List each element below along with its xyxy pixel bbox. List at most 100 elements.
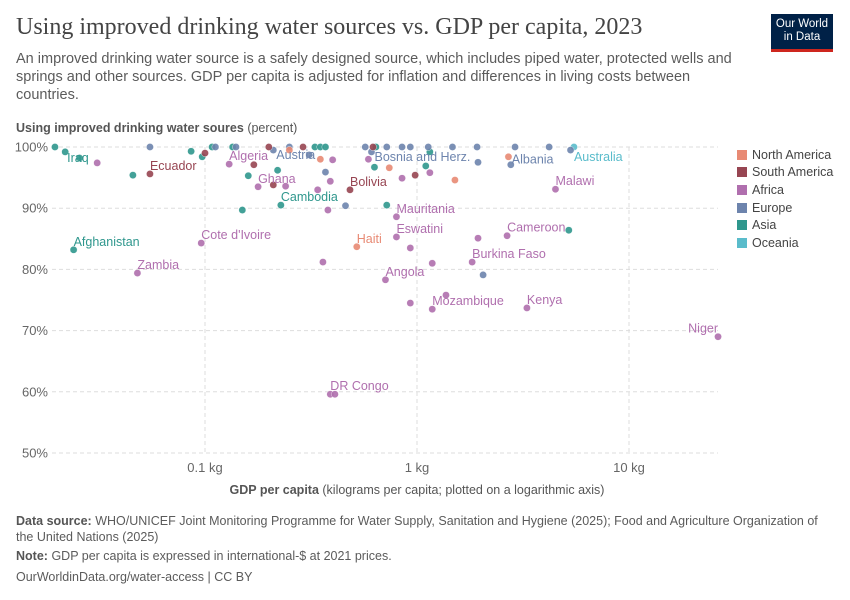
data-point[interactable] xyxy=(406,143,415,151)
data-point[interactable] xyxy=(324,206,332,214)
data-point[interactable] xyxy=(428,305,437,313)
point-label: Austria xyxy=(276,148,315,162)
data-point[interactable] xyxy=(285,146,294,154)
point-label: Bolivia xyxy=(350,175,387,189)
data-point[interactable] xyxy=(69,246,78,254)
x-axis-label-bold: GDP per capita xyxy=(230,483,320,497)
data-point[interactable] xyxy=(474,234,482,242)
data-point[interactable] xyxy=(428,259,437,268)
data-point[interactable] xyxy=(238,206,247,214)
legend-item[interactable]: Asia xyxy=(737,216,833,234)
legend-item[interactable]: Oceania xyxy=(737,234,833,252)
legend-item[interactable]: Europe xyxy=(737,199,833,217)
legend-item[interactable]: South America xyxy=(737,164,833,182)
data-point[interactable] xyxy=(225,160,233,168)
data-point[interactable] xyxy=(273,166,282,175)
data-point[interactable] xyxy=(265,143,273,151)
data-point[interactable] xyxy=(93,159,101,167)
owid-logo[interactable]: Our World in Data xyxy=(771,14,833,52)
data-point[interactable] xyxy=(269,181,278,189)
data-point[interactable] xyxy=(361,143,370,151)
data-point[interactable] xyxy=(421,162,430,170)
data-point[interactable] xyxy=(474,158,482,167)
data-point[interactable] xyxy=(197,239,206,247)
data-point[interactable] xyxy=(346,186,354,194)
data-point[interactable] xyxy=(503,231,511,240)
data-point[interactable] xyxy=(321,168,330,176)
data-point[interactable] xyxy=(411,171,419,179)
legend-swatch xyxy=(737,202,747,213)
data-point[interactable] xyxy=(468,258,476,266)
data-point[interactable] xyxy=(448,143,457,151)
data-point[interactable] xyxy=(564,226,573,235)
data-point[interactable] xyxy=(385,164,394,172)
data-point[interactable] xyxy=(313,186,322,194)
data-point[interactable] xyxy=(369,143,377,151)
legend-label: Africa xyxy=(752,182,784,197)
data-point[interactable] xyxy=(146,170,154,178)
data-point[interactable] xyxy=(299,143,307,151)
data-point[interactable] xyxy=(473,143,481,151)
data-point[interactable] xyxy=(129,171,137,179)
data-point[interactable] xyxy=(381,276,390,284)
data-point[interactable] xyxy=(392,212,401,221)
data-point[interactable] xyxy=(61,148,69,156)
data-point[interactable] xyxy=(451,176,459,184)
data-point[interactable] xyxy=(331,390,339,399)
data-point[interactable] xyxy=(352,242,361,251)
data-point[interactable] xyxy=(250,160,258,169)
data-point[interactable] xyxy=(328,156,337,164)
data-point[interactable] xyxy=(545,143,553,151)
data-point[interactable] xyxy=(364,155,373,164)
data-point[interactable] xyxy=(566,146,575,154)
data-point[interactable] xyxy=(382,201,391,209)
data-point[interactable] xyxy=(277,201,285,209)
data-point[interactable] xyxy=(133,269,142,277)
data-point[interactable] xyxy=(201,149,209,157)
point-label: Cambodia xyxy=(281,190,338,204)
data-point[interactable] xyxy=(523,304,531,312)
data-point[interactable] xyxy=(187,147,195,156)
data-point[interactable] xyxy=(504,152,513,161)
data-point[interactable] xyxy=(146,143,154,151)
data-point[interactable] xyxy=(341,201,350,210)
source-url-link[interactable]: OurWorldinData.org/water-access | CC BY xyxy=(16,570,253,584)
data-point[interactable] xyxy=(321,143,330,151)
data-point[interactable] xyxy=(479,271,487,279)
legend-item[interactable]: Africa xyxy=(737,181,833,199)
data-point[interactable] xyxy=(254,182,262,191)
data-point[interactable] xyxy=(305,151,313,159)
legend-swatch xyxy=(737,220,747,231)
legend-item[interactable]: North America xyxy=(737,146,833,164)
x-tick-label: 10 kg xyxy=(613,460,645,475)
data-point[interactable] xyxy=(714,332,722,341)
chart-subtitle: An improved drinking water source is a s… xyxy=(16,51,732,103)
data-point[interactable] xyxy=(426,168,434,177)
legend: North America South America Africa Europe As… xyxy=(737,146,833,252)
data-point[interactable] xyxy=(392,233,401,241)
y-tick-label: 100% xyxy=(15,140,49,155)
data-point[interactable] xyxy=(51,143,59,151)
data-point[interactable] xyxy=(406,244,415,252)
data-point[interactable] xyxy=(511,143,519,151)
data-point[interactable] xyxy=(319,258,327,266)
data-point[interactable] xyxy=(424,143,433,151)
data-point[interactable] xyxy=(211,143,220,151)
data-point[interactable] xyxy=(370,163,379,171)
data-point[interactable] xyxy=(442,291,450,299)
data-point[interactable] xyxy=(398,143,406,151)
data-point[interactable] xyxy=(382,143,391,151)
data-point[interactable] xyxy=(551,185,560,194)
data-point[interactable] xyxy=(232,143,240,151)
data-point[interactable] xyxy=(244,171,253,180)
data-source: Data source: WHO/UNICEF Joint Monitoring… xyxy=(16,513,836,545)
data-point[interactable] xyxy=(398,174,406,183)
data-point[interactable] xyxy=(281,182,290,190)
data-point[interactable] xyxy=(507,160,515,169)
y-axis-label-bold: Using improved drinking water soures xyxy=(16,121,244,135)
data-point[interactable] xyxy=(316,155,325,164)
data-point[interactable] xyxy=(75,154,84,162)
y-tick-label: 50% xyxy=(22,446,48,461)
data-point[interactable] xyxy=(406,299,415,307)
data-point[interactable] xyxy=(326,177,335,186)
